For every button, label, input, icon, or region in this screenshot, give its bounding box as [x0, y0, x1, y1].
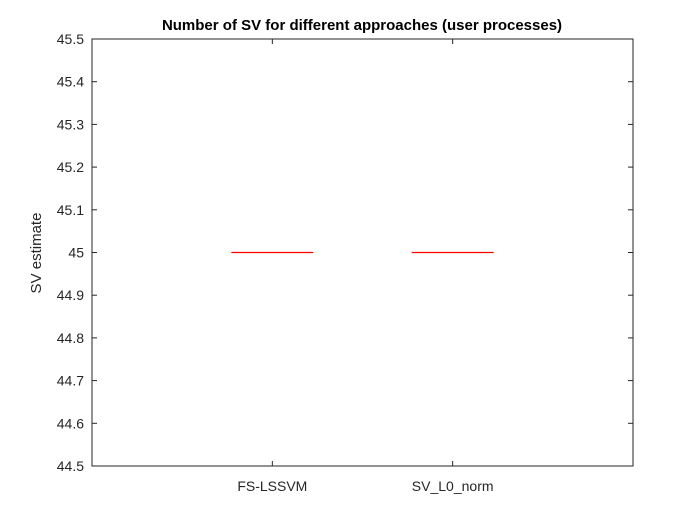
x-tick-label: SV_L0_norm: [412, 478, 494, 494]
y-tick-label: 44.6: [57, 415, 84, 431]
x-axis: FS-LSSVM SV_L0_norm: [237, 39, 494, 494]
y-tick-label: 45.2: [57, 159, 84, 175]
chart-title: Number of SV for different approaches (u…: [162, 17, 562, 34]
plot-area-frame: [91, 38, 634, 467]
y-axis: 44.5 44.6 44.7 44.8 44.9 45 45.1 45.2 45.3 45.4 45…: [57, 31, 633, 474]
x-tick-label: FS-LSSVM: [237, 478, 307, 494]
y-tick-label: 44.8: [57, 330, 84, 346]
y-tick-label: 45.1: [57, 202, 84, 218]
y-tick-label: 44.7: [57, 373, 84, 389]
y-tick-label: 44.5: [57, 458, 84, 474]
y-tick-label: 45: [68, 245, 84, 261]
y-tick-label: 45.3: [57, 116, 84, 132]
y-axis-label: SV estimate: [28, 213, 45, 294]
y-tick-label: 45.5: [57, 31, 84, 47]
y-tick-label: 45.4: [57, 74, 84, 90]
y-tick-label: 44.9: [57, 287, 84, 303]
